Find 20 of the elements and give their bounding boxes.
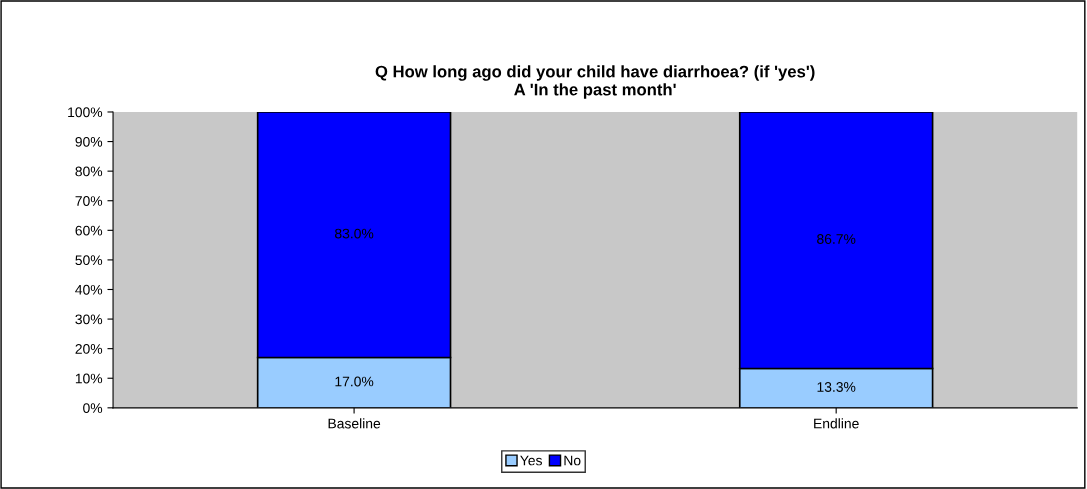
y-tick-label: 40% [75,284,103,295]
y-tick-label: 30% [75,314,103,325]
y-tick-label: 10% [75,373,103,384]
legend-label: No [564,455,581,466]
y-tick-label: 70% [75,196,103,206]
legend-label: Yes [520,455,542,466]
y-tick-label: 80% [75,166,103,177]
y-tick-label: 60% [75,225,103,236]
y-tick-label: 50% [75,255,103,266]
x-tick-label: Baseline [328,418,381,429]
y-tick-label: 100% [68,107,103,118]
y-tick-label: 0% [83,403,103,413]
y-tick-label: 90% [75,136,103,147]
data-label: 83.0% [335,228,374,239]
data-label: 86.7% [817,234,856,244]
data-label: 13.3% [817,382,856,392]
data-label: 17.0% [335,376,374,387]
y-tick-label: 20% [75,343,103,354]
chart-title: Q How long ago did your child have diarrhoea? (if 'yes') A 'In the past month' [375,65,815,99]
x-tick-label: Endline [814,418,859,429]
